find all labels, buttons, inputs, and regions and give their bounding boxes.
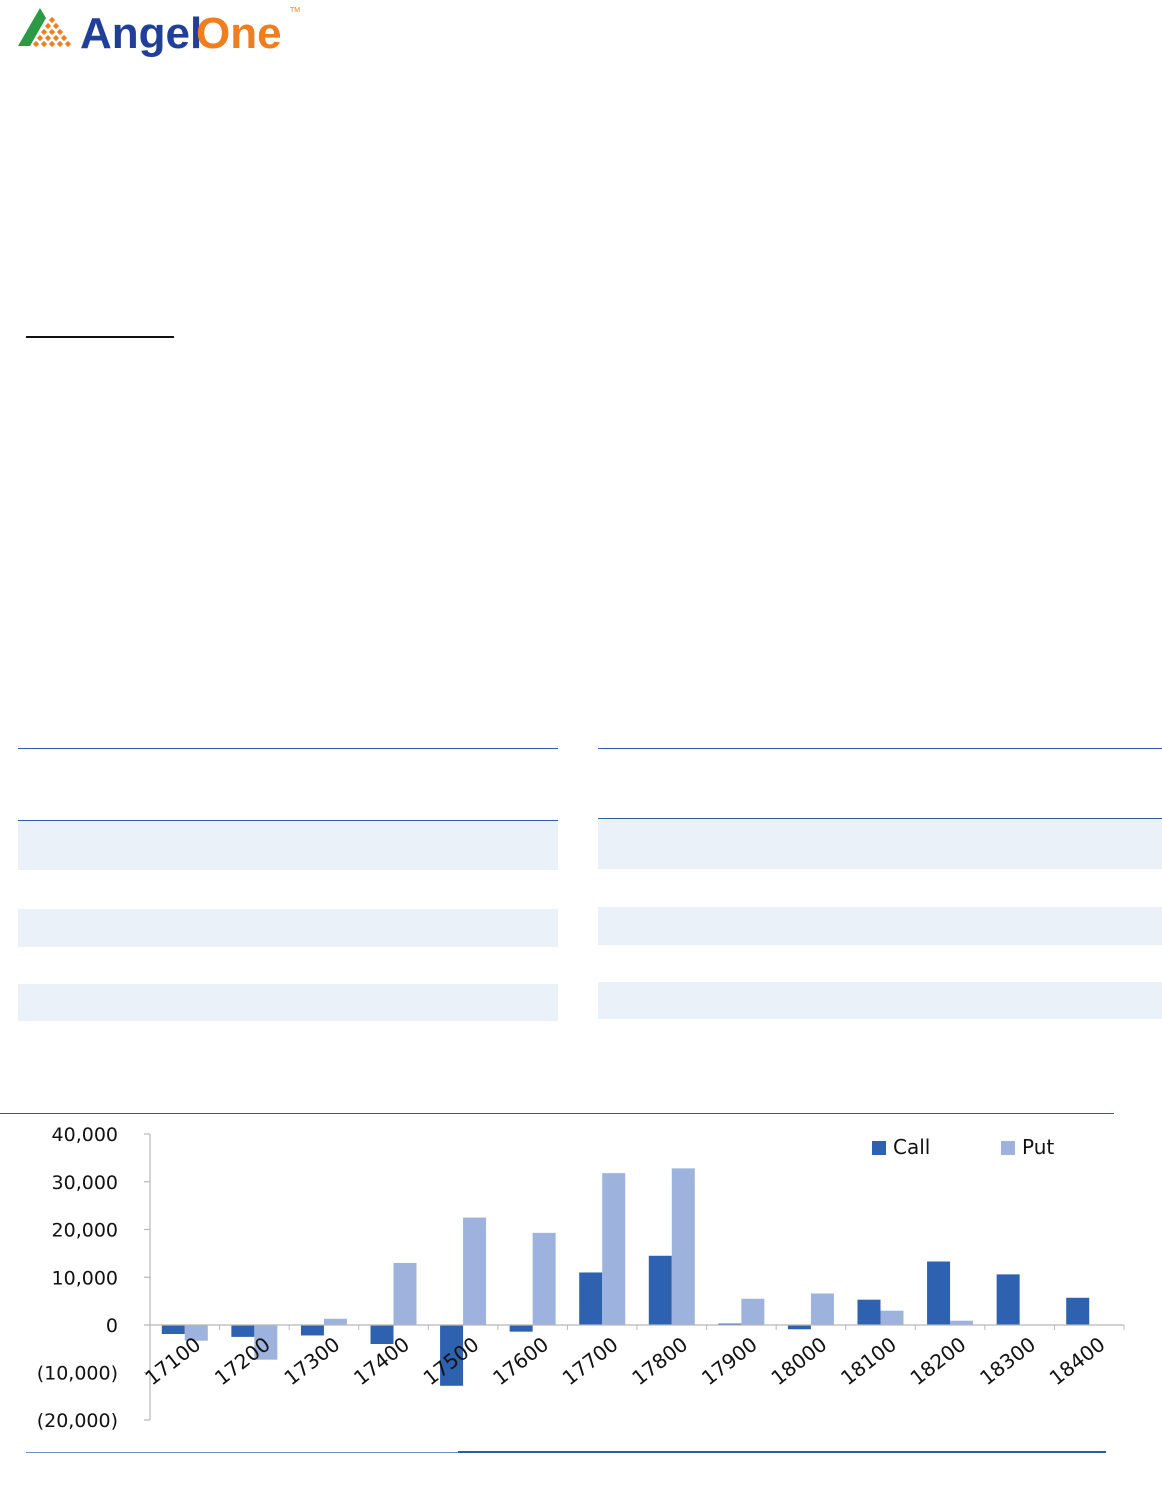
bar-call-17800: [648, 1255, 672, 1325]
bar-put-17500: [463, 1217, 487, 1325]
logo-triangle-green: [18, 8, 46, 46]
table-row: [18, 909, 558, 947]
logo-dot: [56, 40, 64, 48]
bar-put-17900: [741, 1298, 765, 1325]
table-top-rule: [598, 748, 1162, 749]
bar-put-17400: [393, 1262, 417, 1325]
logo-dot: [40, 28, 48, 36]
y-tick-label: (10,000): [37, 1363, 118, 1385]
logo-dot: [60, 34, 68, 42]
logo-dot: [56, 28, 64, 36]
logo-dot: [44, 22, 52, 30]
chart-frame-top-rule: [0, 1113, 1114, 1114]
y-tick-label: (20,000): [37, 1410, 118, 1432]
bar-put-17800: [671, 1168, 695, 1325]
bar-put-17700: [602, 1173, 626, 1325]
bar-call-18100: [857, 1299, 881, 1325]
bar-call-17300: [300, 1325, 324, 1336]
left-table: [18, 748, 558, 1022]
table-header-rule: [18, 820, 558, 821]
x-axis: 17100 17200 17300 17400 17500 17600 17700 17800…: [140, 1324, 1125, 1390]
y-tick-label: 10,000: [52, 1267, 118, 1289]
legend-label-call: Call: [893, 1135, 930, 1159]
bar-put-17200: [254, 1325, 278, 1360]
bar-call-17600: [509, 1325, 533, 1332]
bar-call-17500: [440, 1325, 464, 1386]
table-row: [598, 819, 1162, 869]
y-tick-label: 0: [106, 1315, 118, 1337]
right-table: [598, 748, 1162, 1020]
table-row: [598, 982, 1162, 1019]
y-tick-label: 20,000: [52, 1220, 118, 1242]
oi-change-chart: 40,000 30,000 20,000 10,000 0 (10,000) (20,000…: [37, 1124, 1125, 1432]
table-header-rule: [598, 818, 1162, 819]
logo-dot: [44, 34, 52, 42]
x-tick-label: 17300: [279, 1332, 344, 1390]
bar-call-18200: [927, 1261, 951, 1325]
logo-dot: [36, 34, 44, 42]
legend-swatch-call: [872, 1141, 886, 1155]
bar-call-17100: [161, 1325, 185, 1335]
logo-dot: [48, 16, 56, 24]
bar-call-18300: [996, 1274, 1020, 1325]
x-tick-label: 18400: [1045, 1332, 1110, 1390]
x-tick-label: 18200: [906, 1332, 971, 1390]
bar-call-17400: [370, 1325, 394, 1344]
table-row: [18, 821, 558, 870]
table-top-rule: [18, 748, 558, 749]
bar-put-18100: [880, 1310, 904, 1325]
bar-call-18000: [787, 1325, 811, 1330]
logo-dot: [32, 40, 40, 48]
y-tick-label: 30,000: [52, 1172, 118, 1194]
section-heading-underline: [26, 336, 174, 338]
logo-dot: [52, 34, 60, 42]
bar-call-18400: [1066, 1297, 1090, 1325]
bar-call-17900: [718, 1323, 742, 1325]
table-row: [598, 907, 1162, 945]
y-axis: 40,000 30,000 20,000 10,000 0 (10,000) (20,000…: [37, 1124, 151, 1432]
logo-dot: [48, 28, 56, 36]
bar-put-18200: [950, 1320, 974, 1325]
x-tick-label: 17200: [210, 1332, 275, 1390]
logo-word-one: One: [196, 9, 282, 58]
bar-put-17600: [532, 1232, 556, 1325]
x-tick-label: 17900: [697, 1332, 762, 1390]
logo-pyramid-icon: [18, 8, 72, 48]
logo-dot: [48, 40, 56, 48]
logo-word-angel: Angel: [80, 9, 202, 58]
bar-call-17200: [231, 1325, 255, 1337]
chart-legend: Call Put: [872, 1135, 1054, 1159]
x-tick-label: 17800: [627, 1332, 692, 1390]
x-tick-label: 17600: [488, 1332, 553, 1390]
bar-put-17100: [184, 1325, 208, 1341]
x-tick-label: 17700: [558, 1332, 623, 1390]
x-tick-label: 18100: [836, 1332, 901, 1390]
bar-put-17300: [323, 1318, 347, 1325]
x-tick-label: 18300: [975, 1332, 1040, 1390]
legend-label-put: Put: [1022, 1135, 1054, 1159]
logo-trademark: TM: [290, 7, 300, 14]
angel-one-logo: Angel One TM: [18, 7, 300, 58]
chart-frame-bottom-rule: [26, 1452, 458, 1453]
table-row: [18, 984, 558, 1021]
bar-call-17700: [579, 1272, 603, 1325]
logo-dot: [64, 40, 72, 48]
x-tick-label: 18000: [766, 1332, 831, 1390]
bar-series: [161, 1168, 1113, 1386]
chart-frame-bottom-rule-accent: [458, 1451, 1106, 1453]
logo-dot: [52, 22, 60, 30]
bar-put-18000: [810, 1293, 834, 1325]
y-tick-label: 40,000: [52, 1124, 118, 1146]
legend-swatch-put: [1001, 1141, 1015, 1155]
logo-dot: [40, 40, 48, 48]
